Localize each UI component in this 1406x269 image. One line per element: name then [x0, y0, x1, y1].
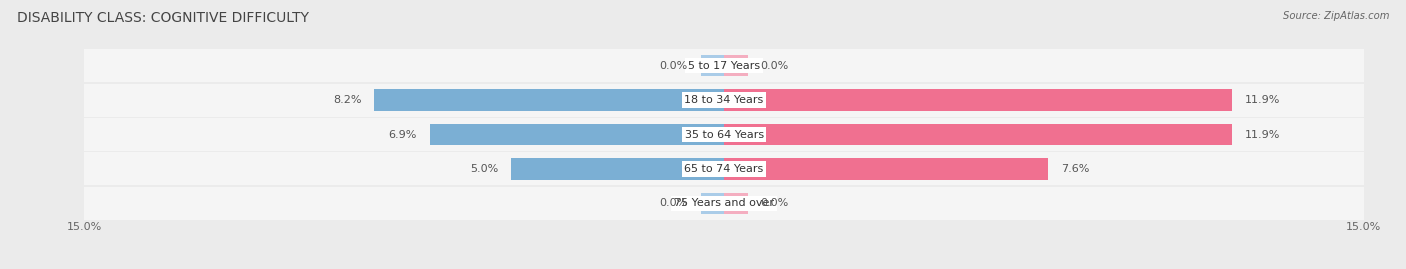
Text: 7.6%: 7.6%	[1062, 164, 1090, 174]
Bar	[84, 49, 1364, 82]
Text: 5 to 17 Years: 5 to 17 Years	[688, 61, 761, 71]
Bar	[700, 193, 724, 214]
Text: 0.0%: 0.0%	[659, 198, 688, 208]
Bar	[84, 187, 1364, 220]
Bar	[724, 124, 1232, 145]
Text: 11.9%: 11.9%	[1244, 129, 1279, 140]
Bar	[374, 89, 724, 111]
Text: 0.0%: 0.0%	[761, 198, 789, 208]
Text: 65 to 74 Years: 65 to 74 Years	[685, 164, 763, 174]
Text: Source: ZipAtlas.com: Source: ZipAtlas.com	[1282, 11, 1389, 21]
Bar	[84, 118, 1364, 151]
Bar	[724, 193, 748, 214]
Text: 6.9%: 6.9%	[388, 129, 418, 140]
Bar	[84, 152, 1364, 186]
Bar	[724, 55, 748, 76]
Text: 0.0%: 0.0%	[761, 61, 789, 71]
Bar	[430, 124, 724, 145]
Text: 75 Years and over: 75 Years and over	[673, 198, 775, 208]
Bar	[84, 83, 1364, 117]
Text: 8.2%: 8.2%	[333, 95, 361, 105]
Bar	[510, 158, 724, 180]
Bar	[700, 55, 724, 76]
Text: 35 to 64 Years: 35 to 64 Years	[685, 129, 763, 140]
Text: 5.0%: 5.0%	[470, 164, 498, 174]
Text: 0.0%: 0.0%	[659, 61, 688, 71]
Text: 11.9%: 11.9%	[1244, 95, 1279, 105]
Bar	[724, 89, 1232, 111]
Bar	[724, 158, 1049, 180]
Text: DISABILITY CLASS: COGNITIVE DIFFICULTY: DISABILITY CLASS: COGNITIVE DIFFICULTY	[17, 11, 309, 25]
Text: 18 to 34 Years: 18 to 34 Years	[685, 95, 763, 105]
